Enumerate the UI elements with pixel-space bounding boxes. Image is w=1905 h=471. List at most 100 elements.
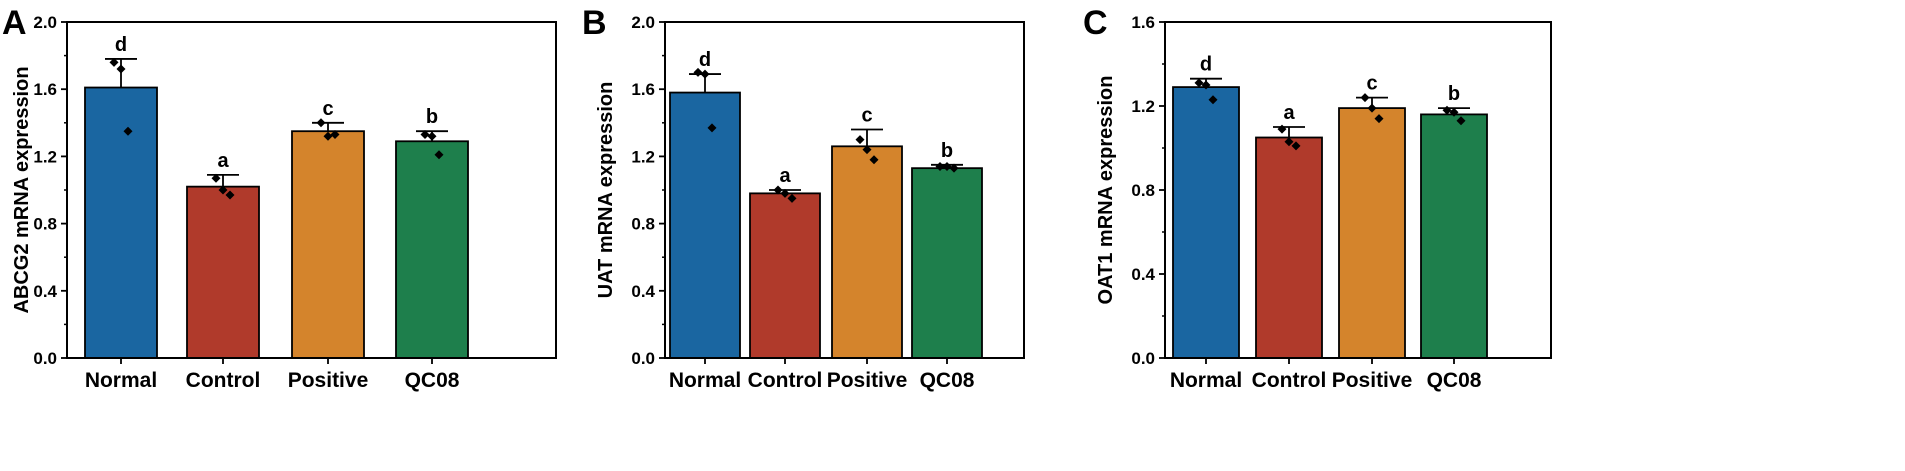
- y-axis-title: UAT mRNA expression: [595, 82, 617, 299]
- data-point: [1442, 105, 1452, 115]
- data-point: [855, 135, 865, 145]
- y-tick-label: 0.8: [33, 215, 57, 234]
- bar-control: [1255, 136, 1323, 359]
- significance-letter: c: [1366, 73, 1377, 95]
- x-tick-label: Control: [748, 369, 823, 392]
- data-point: [949, 163, 959, 173]
- y-tick-label: 1.2: [631, 147, 655, 166]
- data-point: [420, 130, 430, 140]
- panel-letter: A: [2, 4, 27, 42]
- data-point: [1284, 137, 1294, 147]
- x-tick-label: Positive: [827, 369, 908, 392]
- y-tick-label: 2.0: [33, 13, 57, 32]
- data-point: [1360, 93, 1370, 103]
- significance-letter: b: [1448, 83, 1460, 105]
- data-point: [1194, 78, 1204, 88]
- data-point: [211, 173, 221, 183]
- data-point: [109, 57, 119, 67]
- y-tick-label: 2.0: [631, 13, 655, 32]
- y-tick-label: 0.8: [631, 215, 655, 234]
- data-point: [1277, 124, 1287, 134]
- significance-letter: c: [322, 98, 333, 120]
- panel-letter: C: [1083, 4, 1108, 42]
- significance-letter: a: [1283, 102, 1295, 124]
- data-point: [434, 150, 444, 160]
- bar-normal: [1172, 86, 1240, 359]
- data-point: [1208, 95, 1218, 105]
- data-point: [700, 69, 710, 79]
- data-point: [787, 193, 797, 203]
- data-point: [1367, 103, 1377, 113]
- bar-qc08: [911, 167, 983, 359]
- data-point: [1456, 116, 1466, 126]
- y-tick-label: 0.8: [1131, 181, 1155, 200]
- bar-normal: [84, 86, 158, 359]
- data-point: [1374, 114, 1384, 124]
- bar-control: [186, 185, 260, 359]
- data-point: [1291, 141, 1301, 151]
- bar-control: [749, 192, 821, 359]
- panel-letter: B: [582, 4, 607, 42]
- data-point: [123, 126, 133, 136]
- x-tick-label: Normal: [85, 369, 157, 392]
- x-tick-label: QC08: [1427, 369, 1482, 392]
- significance-letter: d: [699, 49, 711, 71]
- y-tick-label: 0.4: [33, 282, 57, 301]
- bar-qc08: [395, 140, 469, 359]
- data-point: [323, 131, 333, 141]
- data-point: [225, 190, 235, 200]
- significance-letter: c: [861, 105, 872, 127]
- y-tick-label: 1.2: [33, 147, 57, 166]
- data-point: [1449, 107, 1459, 117]
- significance-letter: d: [115, 34, 127, 56]
- x-tick-label: QC08: [405, 369, 460, 392]
- y-axis-title: OAT1 mRNA expression: [1095, 76, 1117, 305]
- significance-letter: b: [941, 140, 953, 162]
- x-tick-label: Positive: [1332, 369, 1413, 392]
- y-tick-label: 0.4: [631, 282, 655, 301]
- y-tick-label: 1.6: [33, 80, 57, 99]
- y-axis-title: ABCG2 mRNA expression: [11, 66, 33, 313]
- axes-frame: [664, 21, 1025, 359]
- y-tick-label: 1.2: [1131, 97, 1155, 116]
- x-tick-label: Normal: [669, 369, 741, 392]
- y-tick-label: 1.6: [1131, 13, 1155, 32]
- x-tick-label: QC08: [920, 369, 975, 392]
- data-point: [869, 155, 879, 165]
- data-point: [218, 185, 228, 195]
- data-point: [935, 161, 945, 171]
- chart-panel-c: Cd Normal a Control c Positive b QC08 0.0 0.4 0.8 1…: [1083, 4, 1552, 392]
- data-point: [427, 131, 437, 141]
- axes-frame: [1164, 21, 1552, 359]
- significance-letter: a: [779, 165, 791, 187]
- axes-frame: [66, 21, 557, 359]
- chart-panel-a: Ad Normal a Control c Positive b QC08 0.0 0.4 0.8 1…: [2, 4, 557, 392]
- data-point: [1201, 80, 1211, 90]
- x-tick-label: Normal: [1170, 369, 1242, 392]
- significance-letter: a: [217, 150, 229, 172]
- chart-panel-b: Bd Normal a Control c Positive b QC08 0.0 0.4 0.8 1…: [582, 4, 1025, 392]
- y-tick-label: 0.0: [631, 349, 655, 368]
- bar-qc08: [1420, 113, 1488, 359]
- y-tick-label: 1.6: [631, 80, 655, 99]
- data-point: [693, 67, 703, 77]
- y-tick-label: 0.4: [1131, 265, 1155, 284]
- data-point: [780, 188, 790, 198]
- y-tick-label: 0.0: [33, 349, 57, 368]
- data-point: [330, 130, 340, 140]
- significance-letter: d: [1200, 54, 1212, 76]
- data-point: [116, 64, 126, 74]
- data-point: [862, 145, 872, 155]
- data-point: [942, 161, 952, 171]
- data-point: [773, 185, 783, 195]
- y-tick-label: 0.0: [1131, 349, 1155, 368]
- x-tick-label: Control: [1252, 369, 1327, 392]
- x-tick-label: Control: [186, 369, 261, 392]
- data-point: [316, 118, 326, 128]
- data-point: [707, 123, 717, 133]
- bar-normal: [669, 91, 741, 359]
- bar-positive: [291, 130, 365, 359]
- bar-positive: [1338, 107, 1406, 359]
- significance-letter: b: [426, 106, 438, 128]
